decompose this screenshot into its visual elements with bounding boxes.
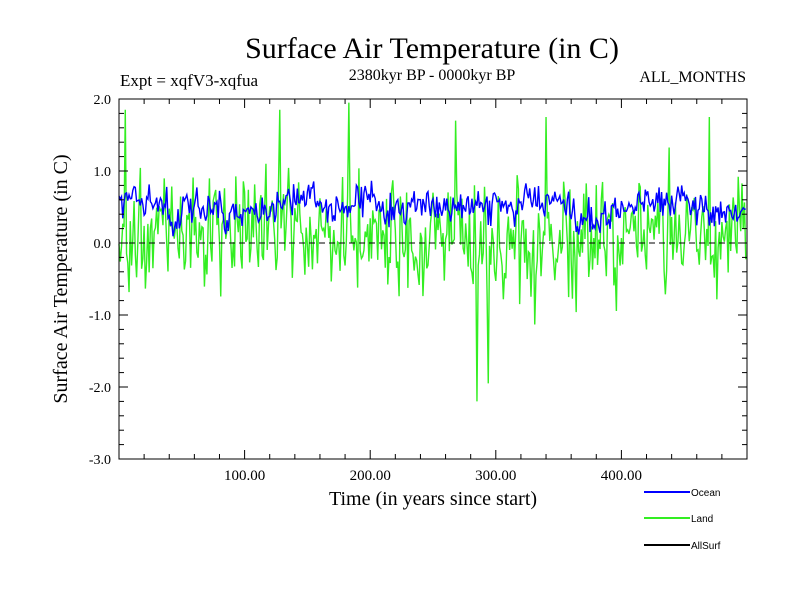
chart-title: Surface Air Temperature (in C) [245,32,619,65]
series-line-land [118,102,747,402]
series-layer [118,102,747,402]
x-tick-label: 300.00 [475,468,516,484]
chart-subtitle-left: Expt = xqfV3-xqfua [120,71,258,90]
legend: Ocean Land AllSurf [644,488,721,552]
chart-subtitle-center: 2380kyr BP - 0000kyr BP [349,67,516,84]
y-axis-label: Surface Air Temperature (in C) [50,154,72,403]
series-line-ocean [118,180,746,237]
tick-layer: -3.0 -2.0 -1.0 0.0 1.0 2.0 100.00 200.00 300.00 4… [89,93,747,484]
y-tick-label: -3.0 [89,453,111,468]
y-tick-label: 1.0 [94,165,112,180]
y-tick-label: 0.0 [94,237,112,252]
x-tick-label: 200.00 [350,468,391,484]
x-tick-label: 100.00 [224,468,265,484]
chart-subtitle-right: ALL_MONTHS [639,69,746,86]
legend-ocean-label: Ocean [691,488,720,499]
x-tick-label: 400.00 [601,468,642,484]
x-axis-label: Time (in years since start) [329,488,537,510]
y-tick-label: -2.0 [89,381,111,396]
plot-frame [118,98,748,460]
y-tick-label: 2.0 [94,93,112,108]
y-tick-label: -1.0 [89,309,111,324]
legend-allsurf-label: AllSurf [691,541,721,552]
legend-land-label: Land [691,514,713,525]
